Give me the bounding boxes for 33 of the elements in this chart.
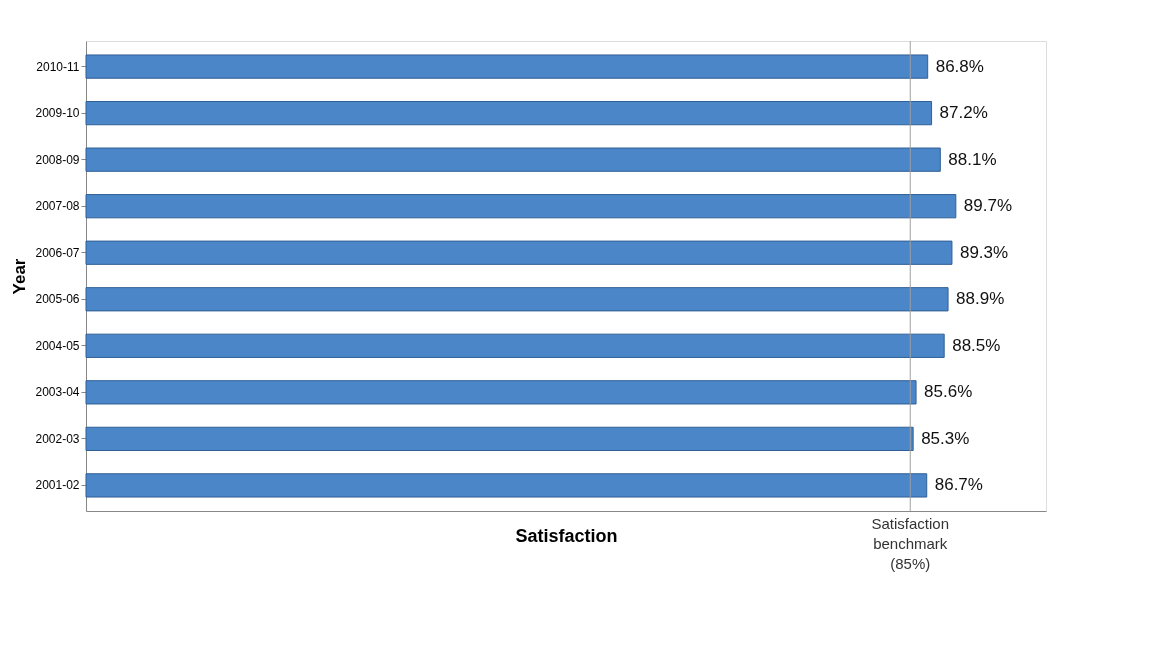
- data-label: 86.8%: [935, 56, 984, 76]
- bar: [85, 380, 917, 405]
- data-label: 87.2%: [939, 103, 988, 123]
- data-label: 85.3%: [921, 428, 970, 448]
- y-axis-title: Year: [10, 258, 30, 295]
- y-tick-label: 2007-08: [35, 199, 80, 214]
- data-label: 88.5%: [952, 335, 1001, 355]
- data-label: 85.6%: [924, 382, 973, 402]
- bar: [85, 194, 957, 219]
- y-tick-label: 2008-09: [35, 152, 80, 167]
- data-label: 86.7%: [934, 475, 983, 495]
- y-tick-label: 2002-03: [35, 431, 80, 446]
- ref-line-label: Satisfaction benchmark (85%): [871, 515, 950, 572]
- data-label: 89.3%: [959, 242, 1009, 262]
- bar: [85, 287, 949, 312]
- x-axis-title: Satisfaction: [515, 525, 618, 546]
- bar: [85, 101, 933, 126]
- bar: [85, 54, 929, 79]
- y-tick-label: 2004-05: [35, 338, 80, 353]
- data-label: 88.1%: [948, 149, 997, 169]
- y-tick-label: 2001-02: [35, 478, 80, 493]
- bar: [85, 473, 928, 498]
- bar: [85, 147, 941, 172]
- bar: [85, 333, 945, 358]
- y-tick-label: 2006-07: [35, 245, 80, 260]
- y-tick-label: 2005-06: [35, 292, 80, 307]
- y-tick-label: 2009-10: [35, 106, 80, 121]
- data-label: 88.9%: [956, 289, 1005, 309]
- data-label: 89.7%: [963, 196, 1013, 216]
- y-tick-label: 2010-11: [36, 59, 80, 74]
- bar: [85, 426, 914, 451]
- y-tick-label: 2003-04: [35, 385, 80, 400]
- bar: [85, 240, 953, 265]
